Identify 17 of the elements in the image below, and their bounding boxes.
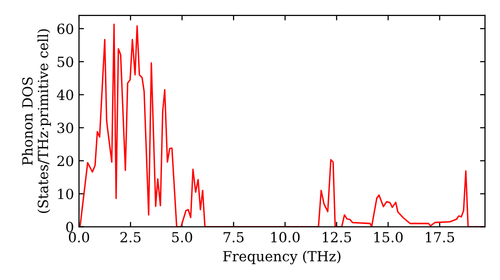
x-tick-label: 12.5 [322,232,352,242]
y-axis-title: Phonon DOS (States/THz·primitive cell) [22,29,51,213]
x-tick-label: 15.0 [374,232,403,242]
y-tick-label: 10 [58,188,74,200]
x-tick-label: 0.0 [68,232,90,242]
x-tick-label: 17.5 [426,232,454,242]
y-tick-label: 50 [58,56,74,68]
y-tick-label: 40 [56,90,74,100]
x-tick-label: 7.5 [224,232,244,242]
x-tick-label: 5.0 [172,232,192,242]
y-tick-label: 20 [57,156,74,166]
y-tick-label: 0 [66,222,74,232]
x-tick-label: 10.0 [271,232,300,242]
x-tick-label: 2.5 [120,232,140,242]
y-tick-label: 30 [58,122,74,134]
x-axis-title: Frequency (THz) [223,250,340,264]
y-tick-label: 60 [57,24,74,34]
